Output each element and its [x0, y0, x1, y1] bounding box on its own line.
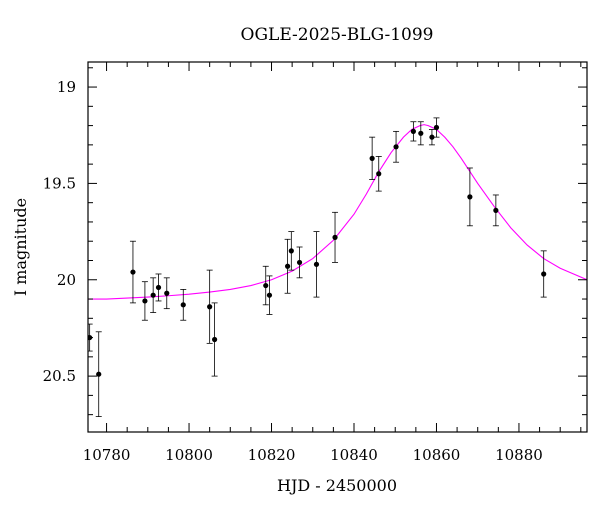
data-point	[467, 194, 473, 200]
data-point	[288, 248, 294, 254]
data-point	[96, 371, 102, 377]
y-tick-label: 19	[57, 78, 76, 96]
data-point	[376, 171, 382, 177]
chart-title: OGLE-2025-BLG-1099	[241, 25, 434, 45]
data-point	[130, 269, 136, 275]
x-tick-label: 10880	[495, 446, 543, 464]
data-point	[541, 271, 547, 277]
data-point	[180, 302, 186, 308]
x-tick-label: 10820	[248, 446, 296, 464]
x-tick-label: 10860	[413, 446, 461, 464]
plot-frame	[87, 61, 588, 433]
x-tick-label: 10800	[165, 446, 213, 464]
data-point	[418, 130, 424, 136]
y-tick-label: 20.5	[43, 367, 76, 385]
y-tick-label: 20	[57, 271, 76, 289]
data-point	[212, 336, 218, 343]
data-point	[429, 134, 435, 140]
x-axis-label: HJD - 2450000	[277, 476, 397, 495]
data-point	[142, 298, 148, 304]
data-point	[263, 282, 269, 289]
data-point	[433, 124, 440, 131]
data-point	[285, 263, 291, 269]
data-point	[313, 261, 320, 267]
y-tick-label: 19.5	[43, 174, 76, 192]
model-curve	[88, 124, 587, 300]
data-point	[266, 292, 273, 298]
data-point	[493, 207, 499, 213]
axis-ticks: 10780 10800 10820 10840 10860 10880 19 19.5 20 20…	[43, 62, 587, 464]
data-point	[155, 284, 162, 291]
data-point	[393, 144, 399, 150]
y-axis-label: I magnitude	[11, 198, 30, 296]
x-tick-label: 10780	[83, 446, 131, 464]
data-point	[207, 304, 213, 310]
x-tick-label: 10840	[330, 446, 378, 464]
data-point	[164, 290, 170, 296]
data-point	[296, 259, 303, 266]
data-point	[410, 128, 416, 134]
data-point	[332, 234, 338, 240]
plot-area	[88, 117, 587, 417]
data-point	[369, 155, 375, 161]
data-point	[150, 292, 156, 298]
